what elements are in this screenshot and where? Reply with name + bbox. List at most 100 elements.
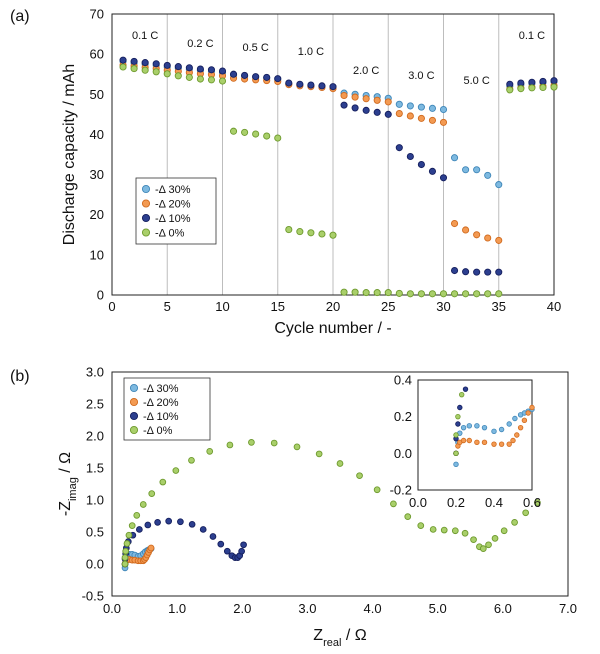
chart-b-x-tick-1.0: 1.0 [168,601,186,616]
chart-b-inset-point-d20-14 [525,410,531,416]
chart-a-y-tick-0: 0 [97,288,104,303]
chart-a-point-d20-34 [495,236,503,244]
chart-b-y-tick-1.0: 1.0 [86,493,104,508]
chart-a-point-d0-6 [185,73,193,81]
chart-b-inset-point-d0-2 [455,413,461,420]
chart-b-inset-x-tick-0.4: 0.4 [485,495,503,510]
chart-b-legend-box [123,377,211,441]
chart-a-point-d0-37 [528,84,536,92]
chart-a-point-d10-10 [229,70,238,78]
chart-a-point-d10-22 [362,106,370,114]
chart-a-point-d0-31 [462,290,470,298]
chart-b-impedance: -0.50.00.51.01.52.02.53.0 0.0 1.0 2.0 3.0 4.… [57,365,577,650]
chart-b-plot-frame [111,371,569,597]
chart-a-rate-label-1: 0.2 C [187,38,213,50]
chart-b-inset-x-tick-0.6: 0.6 [523,495,541,510]
chart-b-y-tick-labels: -0.5 0.0 0.5 1.0 1.5 2.0 2.5 3.0 [82,365,104,604]
chart-b-inset-point-d10-2 [455,421,461,427]
chart-a-point-d0-25 [395,289,403,297]
chart-a-legend-entry-d30: -Δ 30% [155,184,191,196]
chart-b-inset-point-d20-13 [521,417,528,424]
chart-a-x-tick-10: 10 [215,299,229,314]
chart-a-y-tick-50: 50 [90,87,104,102]
chart-a-point-d10-32 [473,268,481,276]
chart-a-point-d10-14 [274,75,282,83]
chart-a-point-d10-13 [263,73,271,81]
chart-a-point-d30-28 [428,104,437,112]
chart-a-point-d10-1 [130,57,138,65]
chart-b-point-d0-1 [121,554,129,561]
chart-a-point-d10-2 [141,59,149,67]
chart-b-inset-point-d30-4 [460,424,467,431]
chart-a-point-d20-25 [395,110,403,118]
chart-a-point-d10-11 [241,71,249,79]
chart-b-y-tick-0.5: 0.5 [86,525,104,540]
chart-a-point-d10-17 [307,81,315,89]
chart-a-y-axis-label: Discharge capacity / mAh [61,64,78,245]
chart-a-point-d10-26 [406,152,414,161]
chart-a-point-d30-27 [417,103,425,111]
chart-b-x-tick-2.0: 2.0 [233,601,251,616]
chart-b-inset-point-d30-9 [498,426,505,433]
chart-b-x-axis-label-sub: real [323,637,341,649]
chart-b-point-d0-11 [188,456,195,464]
chart-a-point-d0-27 [417,290,425,298]
chart-b-inset-point-d20-12 [517,424,524,431]
chart-b-legend-marker-d30 [129,383,139,393]
chart-b-legend-marker-d0 [129,425,139,435]
chart-b-y-axis-label-unit: / Ω [57,452,74,477]
chart-a-point-d10-31 [462,268,470,276]
chart-b-point-d0-22 [404,513,412,520]
chart-a-y-tick-60: 60 [90,47,104,62]
chart-b-point-d0-21 [390,500,397,508]
chart-a-point-d30-33 [484,171,492,179]
chart-a-point-d0-34 [495,290,503,298]
chart-b-point-d0-17 [315,450,323,458]
chart-b-point-d0-8 [148,490,156,497]
chart-b-point-d0-5 [128,522,136,529]
chart-a-point-d30-29 [439,105,448,114]
chart-a-point-d20-33 [484,234,492,242]
chart-b-point-d10-8 [154,519,161,526]
chart-a-point-d0-35 [506,86,514,94]
chart-a-legend-entry-d20: -Δ 20% [155,199,191,211]
chart-a-point-d20-32 [473,231,481,239]
chart-a-point-d0-24 [384,289,392,297]
chart-b-point-d10-10 [177,518,184,526]
chart-a-legend-marker-d30 [141,184,151,194]
chart-a-point-d10-15 [285,79,293,87]
chart-a-point-d0-22 [362,289,370,297]
chart-a-point-d30-25 [395,100,403,108]
chart-b-inset: -0.20.00.20.4 0.0 0.2 0.4 0.6 [390,373,541,511]
chart-a-gridlines [166,14,500,295]
chart-a-x-tick-40: 40 [547,299,561,314]
chart-a-rate-labels: 0.1 C 0.2 C 0.5 C 1.0 C 2.0 C 3.0 C 5.0 C 0.1 C [132,30,545,87]
chart-a-point-d0-8 [207,76,215,84]
chart-b-point-d10-11 [188,520,196,528]
chart-b-inset-point-d20-5 [474,439,480,446]
chart-b-x-tick-6.0: 6.0 [494,601,512,616]
chart-a-point-d0-7 [196,75,204,83]
chart-a-point-d0-19 [329,231,337,239]
chart-a-point-d20-24 [384,98,392,106]
chart-a-point-d0-30 [450,290,459,298]
chart-a-point-d10-29 [439,174,448,182]
chart-b-inset-point-d30-6 [474,423,480,429]
chart-b-point-d0-6 [133,512,141,519]
chart-a-point-d20-22 [362,95,370,103]
chart-b-point-d10-14 [217,540,225,548]
chart-b-point-d0-23 [417,522,425,529]
chart-b-point-d0-13 [226,441,234,449]
chart-a-rate-label-7: 0.1 C [519,30,545,42]
chart-a-point-d0-1 [130,65,138,73]
chart-a-point-d20-29 [439,118,448,126]
chart-b-inset-point-d20-10 [510,437,516,444]
chart-b-x-tick-labels: 0.0 1.0 2.0 3.0 4.0 5.0 6.0 7.0 [103,601,577,616]
chart-b-y-tick-1.5: 1.5 [86,461,104,476]
chart-a-point-d0-36 [517,85,525,93]
chart-b-x-tick-0.0: 0.0 [103,601,121,616]
chart-b-point-d10-12 [199,526,207,533]
chart-b-data-points [121,439,541,572]
chart-b-y-tick-3.0: 3.0 [86,365,104,380]
chart-a-legend-entry-d10: -Δ 10% [155,213,191,225]
